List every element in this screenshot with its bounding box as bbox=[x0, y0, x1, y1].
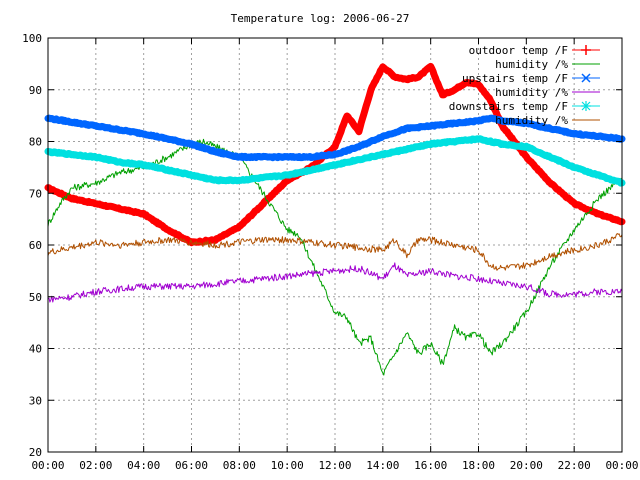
grid-lines bbox=[48, 38, 622, 452]
x-tick-label: 22:00 bbox=[558, 459, 591, 472]
y-tick-label: 60 bbox=[29, 239, 42, 252]
chart-title: Temperature log: 2006-06-27 bbox=[231, 12, 410, 25]
x-tick-label: 00:00 bbox=[31, 459, 64, 472]
x-tick-label: 02:00 bbox=[79, 459, 112, 472]
legend-entry: downstairs temp /F bbox=[449, 100, 600, 113]
series-line bbox=[44, 135, 626, 187]
y-tick-label: 30 bbox=[29, 394, 42, 407]
x-tick-label: 18:00 bbox=[462, 459, 495, 472]
legend-entry: outdoor temp /F bbox=[469, 44, 600, 57]
legend-entry: upstairs temp /F bbox=[462, 72, 600, 85]
x-tick-label: 10:00 bbox=[271, 459, 304, 472]
x-tick-label: 04:00 bbox=[127, 459, 160, 472]
series-5 bbox=[44, 135, 626, 187]
y-tick-label: 40 bbox=[29, 343, 42, 356]
legend-label: humidity /% bbox=[495, 86, 568, 99]
legend-marker bbox=[581, 101, 591, 111]
series-line bbox=[47, 233, 623, 271]
y-tick-label: 100 bbox=[22, 32, 42, 45]
series-layer bbox=[44, 62, 626, 376]
x-tick-label: 12:00 bbox=[318, 459, 351, 472]
series-4 bbox=[47, 262, 623, 303]
y-axis: 20 30 40 50 60 70 80 90 100 bbox=[22, 32, 622, 459]
legend-label: downstairs temp /F bbox=[449, 100, 568, 113]
y-tick-label: 20 bbox=[29, 446, 42, 459]
legend-label: upstairs temp /F bbox=[462, 72, 568, 85]
legend-entry: humidity /% bbox=[495, 114, 600, 127]
legend-label: outdoor temp /F bbox=[469, 44, 568, 57]
series-6 bbox=[47, 233, 623, 271]
x-tick-label: 08:00 bbox=[223, 459, 256, 472]
series-line bbox=[44, 114, 626, 162]
x-tick-label: 20:00 bbox=[510, 459, 543, 472]
x-axis: 00:00 02:00 04:00 06:00 08:00 10:00 12:00 14:00… bbox=[31, 38, 639, 472]
y-tick-label: 70 bbox=[29, 187, 42, 200]
legend-marker bbox=[581, 73, 591, 83]
legend-entry: humidity /% bbox=[495, 86, 600, 99]
legend-marker bbox=[581, 45, 591, 55]
y-tick-label: 50 bbox=[29, 291, 42, 304]
x-tick-label: 00:00 bbox=[605, 459, 638, 472]
legend-label: humidity /% bbox=[495, 114, 568, 127]
series-line bbox=[47, 262, 623, 303]
y-tick-label: 90 bbox=[29, 84, 42, 97]
series-1 bbox=[44, 62, 626, 247]
series-3 bbox=[44, 114, 626, 162]
legend-label: humidity /% bbox=[495, 58, 568, 71]
x-tick-label: 06:00 bbox=[175, 459, 208, 472]
x-tick-label: 16:00 bbox=[414, 459, 447, 472]
x-tick-label: 14:00 bbox=[366, 459, 399, 472]
legend-entry: humidity /% bbox=[495, 58, 600, 71]
series-line bbox=[44, 62, 626, 247]
y-tick-label: 80 bbox=[29, 136, 42, 149]
